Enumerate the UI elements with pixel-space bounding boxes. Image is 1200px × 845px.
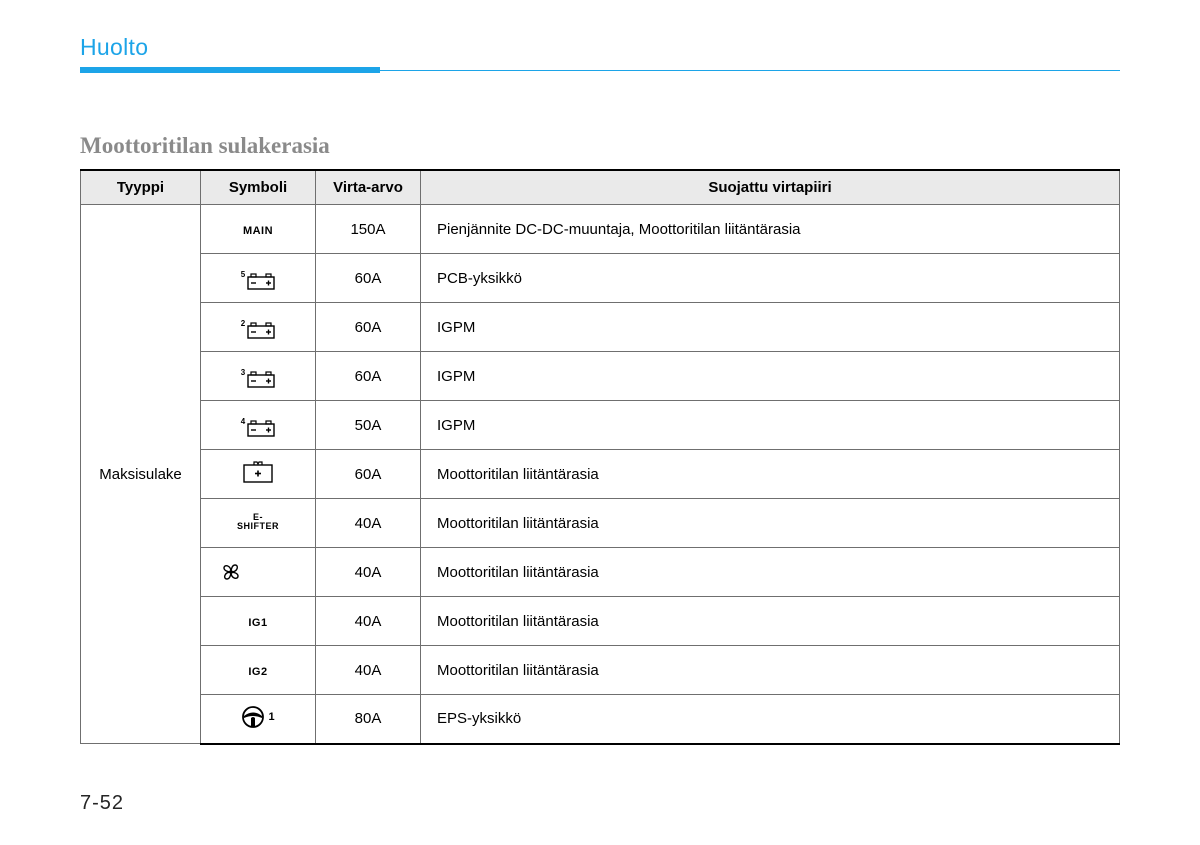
fuse-table: Tyyppi Symboli Virta-arvo Suojattu virta… (80, 169, 1120, 745)
desc-cell: IGPM (421, 303, 1120, 352)
table-row: 60AMoottoritilan liitäntärasia (81, 450, 1120, 499)
amp-cell: 60A (316, 352, 421, 401)
symbol-cell: 4 (201, 401, 316, 450)
amp-cell: 40A (316, 597, 421, 646)
symbol-cell: 3 (201, 352, 316, 401)
amp-cell: 60A (316, 450, 421, 499)
steering-index: 1 (268, 711, 274, 723)
section-title: Huolto (80, 34, 1120, 67)
table-row: 5 60APCB-yksikkö (81, 254, 1120, 303)
symbol-cell: IG2 (201, 646, 316, 695)
fan-symbol (217, 560, 299, 584)
table-heading: Moottoritilan sulakerasia (80, 133, 1120, 159)
symbol-cell: E-SHIFTER (201, 499, 316, 548)
battery-index: 4 (241, 417, 245, 426)
plus-box-icon (243, 461, 273, 483)
page-header: Huolto (80, 34, 1120, 73)
symbol-text: IG2 (248, 666, 267, 678)
table-row: IG1 40AMoottoritilan liitäntärasia (81, 597, 1120, 646)
steering-icon (241, 705, 265, 729)
type-cell: Maksisulake (81, 205, 201, 744)
desc-cell: EPS-yksikkö (421, 695, 1120, 744)
desc-cell: IGPM (421, 401, 1120, 450)
desc-cell: Moottoritilan liitäntärasia (421, 597, 1120, 646)
amp-cell: 50A (316, 401, 421, 450)
symbol-cell (201, 450, 316, 499)
fuse-table-body: MaksisulakeMAIN150APienjännite DC-DC-muu… (81, 205, 1120, 744)
fuse-table-head: Tyyppi Symboli Virta-arvo Suojattu virta… (81, 170, 1120, 205)
steering-symbol: 1 (241, 705, 274, 729)
desc-cell: Pienjännite DC-DC-muuntaja, Moottoritila… (421, 205, 1120, 254)
col-amp: Virta-arvo (316, 170, 421, 205)
amp-cell: 150A (316, 205, 421, 254)
table-row: E-SHIFTER 40AMoottoritilan liitäntärasia (81, 499, 1120, 548)
battery-index: 5 (241, 270, 245, 279)
header-underline (80, 67, 1120, 73)
desc-cell: PCB-yksikkö (421, 254, 1120, 303)
amp-cell: 60A (316, 254, 421, 303)
desc-cell: IGPM (421, 352, 1120, 401)
table-row: MaksisulakeMAIN150APienjännite DC-DC-muu… (81, 205, 1120, 254)
table-row: 2 60AIGPM (81, 303, 1120, 352)
table-row: IG2 40AMoottoritilan liitäntärasia (81, 646, 1120, 695)
symbol-cell: MAIN (201, 205, 316, 254)
amp-cell: 40A (316, 646, 421, 695)
amp-cell: 60A (316, 303, 421, 352)
symbol-text: IG1 (248, 617, 267, 629)
col-type: Tyyppi (81, 170, 201, 205)
desc-cell: Moottoritilan liitäntärasia (421, 450, 1120, 499)
page-number: 7-52 (80, 792, 124, 815)
table-row: 4 50AIGPM (81, 401, 1120, 450)
battery-symbol: 5 (241, 272, 275, 290)
symbol-text: E-SHIFTER (237, 513, 279, 533)
col-symbol: Symboli (201, 170, 316, 205)
symbol-cell: 5 (201, 254, 316, 303)
amp-cell: 40A (316, 499, 421, 548)
fan-icon (217, 560, 245, 584)
battery-symbol: 3 (241, 370, 275, 388)
table-row: 3 60AIGPM (81, 352, 1120, 401)
col-desc: Suojattu virtapiiri (421, 170, 1120, 205)
table-row: 40AMoottoritilan liitäntärasia (81, 548, 1120, 597)
battery-index: 2 (241, 319, 245, 328)
symbol-cell (201, 548, 316, 597)
plus-box-symbol (243, 461, 273, 483)
desc-cell: Moottoritilan liitäntärasia (421, 548, 1120, 597)
symbol-cell: 1 (201, 695, 316, 744)
symbol-cell: 2 (201, 303, 316, 352)
amp-cell: 80A (316, 695, 421, 744)
table-row: 1 80AEPS-yksikkö (81, 695, 1120, 744)
battery-icon (247, 272, 275, 290)
symbol-text: MAIN (243, 225, 273, 237)
page: Huolto Moottoritilan sulakerasia Tyyppi … (0, 0, 1200, 845)
battery-index: 3 (241, 368, 245, 377)
symbol-cell: IG1 (201, 597, 316, 646)
desc-cell: Moottoritilan liitäntärasia (421, 646, 1120, 695)
battery-icon (247, 419, 275, 437)
battery-icon (247, 321, 275, 339)
battery-symbol: 4 (241, 419, 275, 437)
battery-symbol: 2 (241, 321, 275, 339)
battery-icon (247, 370, 275, 388)
amp-cell: 40A (316, 548, 421, 597)
desc-cell: Moottoritilan liitäntärasia (421, 499, 1120, 548)
